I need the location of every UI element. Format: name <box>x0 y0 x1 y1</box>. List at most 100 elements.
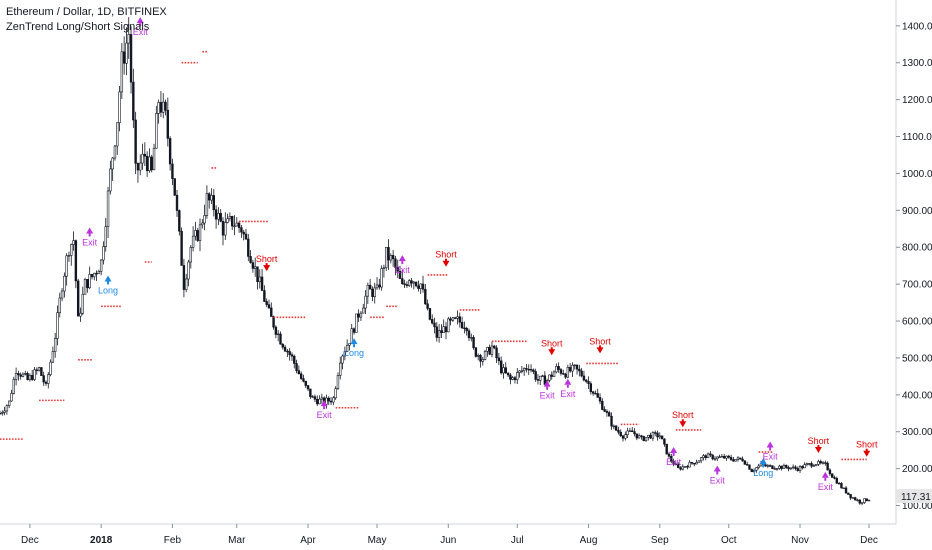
time-axis[interactable]: Dec 2018 Feb Mar Apr May Jun Jul Aug Sep Oct Nov Dec <box>21 524 878 546</box>
candle-body <box>771 465 774 469</box>
signal-label: Short <box>256 254 278 264</box>
candle-body <box>320 397 324 400</box>
time-tick-label: Nov <box>791 535 809 546</box>
candle-body <box>385 247 388 269</box>
candle <box>178 209 181 236</box>
candle <box>518 370 521 378</box>
candle <box>826 461 829 471</box>
candle <box>40 367 43 376</box>
arrow-stem <box>88 233 91 237</box>
candle-body <box>60 290 64 299</box>
candle <box>840 482 843 489</box>
candle <box>552 370 556 377</box>
candle <box>601 398 604 411</box>
candle <box>111 156 114 181</box>
candle-body <box>244 233 248 240</box>
candle-body <box>741 458 744 462</box>
candle-body <box>594 392 597 395</box>
candle-body <box>162 101 165 113</box>
candle-body <box>649 434 652 439</box>
price-tick-label: 1200.00 <box>902 95 932 106</box>
candle <box>582 370 586 382</box>
candle <box>65 253 68 286</box>
candle-body <box>833 477 836 479</box>
candle <box>665 443 668 455</box>
candle <box>318 395 321 405</box>
arrow-down-icon <box>442 260 450 267</box>
candle-body <box>851 497 855 499</box>
candle <box>716 456 719 462</box>
candle <box>720 453 724 458</box>
candle <box>410 278 413 288</box>
candle-body <box>274 326 278 335</box>
candle-body <box>502 367 505 374</box>
candle <box>787 465 790 472</box>
candle-body <box>624 434 627 439</box>
candle-body <box>256 266 259 283</box>
candle <box>95 270 98 282</box>
candle <box>295 359 298 374</box>
candle-body <box>332 397 335 403</box>
candle-body <box>725 455 728 459</box>
candle <box>281 343 284 350</box>
candle-body <box>534 371 537 380</box>
candle-body <box>814 464 818 466</box>
candle <box>237 221 241 233</box>
candle <box>141 143 144 170</box>
candle-body <box>428 308 432 320</box>
candle <box>180 227 183 266</box>
candle-body <box>499 360 503 374</box>
candle <box>709 451 712 458</box>
candle <box>51 346 55 364</box>
candle-body <box>345 344 349 352</box>
candle <box>525 364 528 373</box>
candle <box>19 372 22 380</box>
signal-short: Short <box>672 410 694 428</box>
candle <box>506 372 510 377</box>
candle <box>479 353 482 368</box>
price-axis[interactable]: 100.00 200.00 300.00 400.00 500.00 600.00 700.… <box>896 21 932 512</box>
candle-body <box>743 460 747 465</box>
candle-body <box>366 284 370 297</box>
candle-body <box>148 156 151 172</box>
candle-body <box>309 388 312 397</box>
time-tick-label: May <box>368 535 387 546</box>
signal-long: Long <box>344 338 364 358</box>
candle-body <box>525 368 528 370</box>
candle <box>76 278 80 317</box>
candle <box>345 339 349 353</box>
candle-body <box>104 226 107 247</box>
candle <box>162 93 165 119</box>
candle <box>780 465 783 471</box>
candle <box>196 228 199 243</box>
candle-body <box>72 240 75 245</box>
candle-body <box>582 375 586 381</box>
signal-label: Exit <box>818 482 834 492</box>
candle <box>437 324 441 343</box>
candle-body <box>198 224 202 241</box>
candle-body <box>194 230 197 237</box>
signal-exit: Exit <box>317 400 332 420</box>
candle-body <box>842 487 845 490</box>
candle <box>817 459 820 467</box>
signal-short: Short <box>589 336 611 354</box>
candle <box>598 393 602 405</box>
candle <box>33 367 36 381</box>
candle <box>771 465 774 470</box>
candle <box>775 467 779 471</box>
candle-body <box>801 466 804 469</box>
candle-body <box>720 455 724 458</box>
candle <box>12 376 15 395</box>
candle-body <box>706 453 710 458</box>
candle-body <box>205 193 209 216</box>
candle-body <box>637 435 641 439</box>
candle <box>265 298 268 308</box>
candle <box>244 228 248 240</box>
candle <box>580 367 583 378</box>
candle-body <box>695 462 698 465</box>
candle-body <box>679 467 682 470</box>
candle <box>621 434 625 442</box>
candle <box>56 305 59 346</box>
candle-body <box>578 368 581 372</box>
